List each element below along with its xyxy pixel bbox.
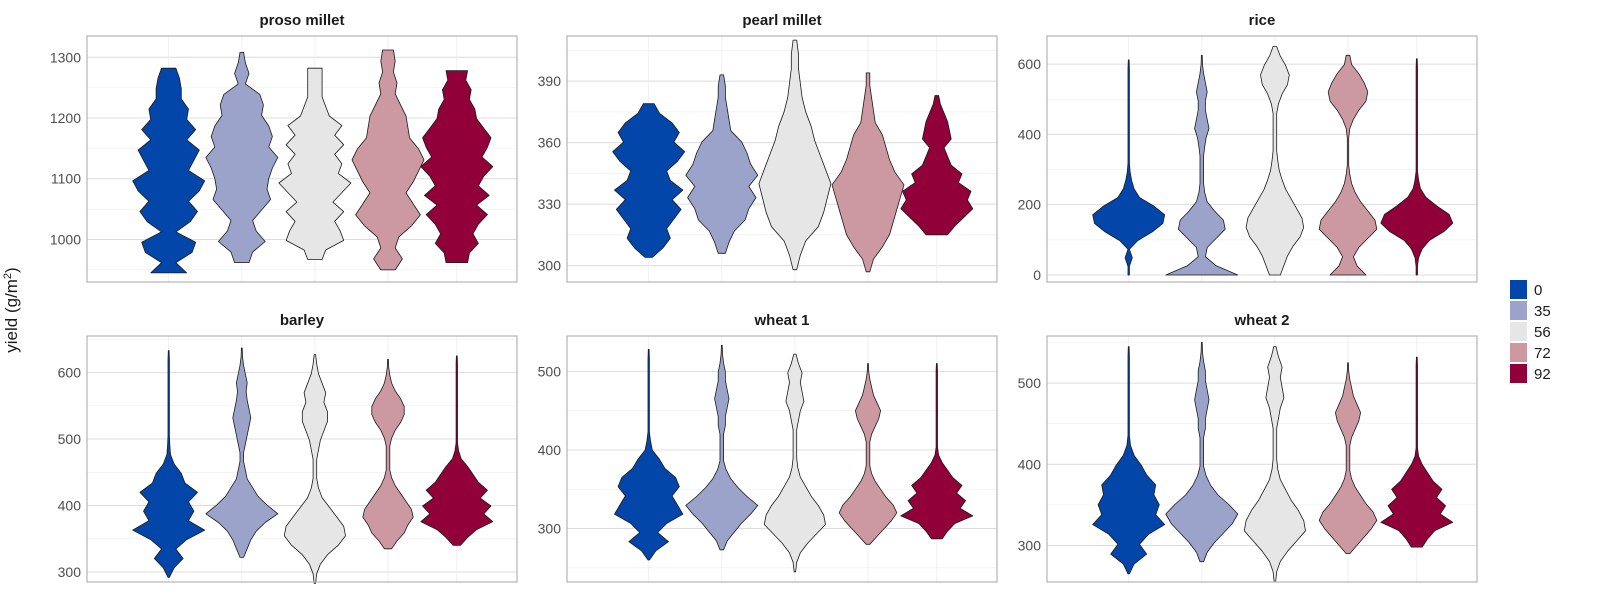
violin-rice-0 — [1092, 59, 1166, 276]
y-tick-label: 400 — [1018, 456, 1042, 472]
violin-pearl-millet-0 — [612, 103, 686, 258]
y-tick-label: 390 — [538, 73, 562, 89]
y-tick-label: 400 — [1018, 126, 1042, 142]
violin-wheat-2-72 — [1318, 362, 1378, 554]
legend-key-56 — [1510, 322, 1527, 341]
y-tick-label: 300 — [1018, 537, 1042, 553]
panel-barley: barley 300 400 500 600 — [58, 312, 518, 584]
violin-pearl-millet-56 — [758, 39, 832, 271]
violin-rice-92 — [1380, 58, 1454, 276]
violin-pearl-millet-92 — [900, 95, 974, 236]
violin-wheat-1-72 — [838, 363, 898, 545]
y-tick-label: 1200 — [50, 110, 81, 126]
violin-pearl-millet-35 — [685, 74, 759, 254]
panel-wheat-1: wheat 1 300 400 500 — [538, 312, 998, 583]
y-tick-label: 500 — [58, 431, 82, 447]
violin-barley-35 — [205, 347, 279, 558]
violin-proso-millet-56 — [278, 67, 352, 260]
legend-key-35 — [1510, 301, 1527, 320]
legend-label-72: 72 — [1534, 345, 1551, 362]
legend-key-92 — [1510, 364, 1527, 383]
violin-barley-72 — [362, 358, 414, 550]
violin-barley-56 — [283, 354, 346, 584]
y-tick-label: 1000 — [50, 231, 81, 247]
violin-wheat-1-35 — [685, 345, 759, 551]
panel-border — [86, 35, 518, 283]
panel-wheat-2: wheat 2 300 400 500 — [1018, 312, 1478, 583]
panel-border — [1046, 335, 1478, 583]
y-axis-label-end: ) — [2, 267, 21, 273]
panel-title: wheat 1 — [753, 312, 809, 329]
y-tick-label: 300 — [58, 564, 82, 580]
violin-proso-millet-92 — [420, 70, 494, 263]
violin-wheat-2-35 — [1165, 342, 1239, 563]
legend-label-35: 35 — [1534, 303, 1551, 320]
y-tick-label: 500 — [538, 363, 562, 379]
violin-pearl-millet-72 — [831, 72, 905, 273]
y-tick-label: 400 — [58, 498, 82, 514]
panel-proso-millet: proso millet 1000 1100 1200 1300 — [50, 12, 518, 283]
violin-rice-56 — [1245, 46, 1305, 276]
y-tick-label: 300 — [538, 258, 562, 274]
panel-border — [566, 35, 998, 283]
y-tick-label: 1100 — [51, 171, 81, 187]
y-tick-label: 1300 — [50, 49, 81, 65]
violin-wheat-1-92 — [900, 363, 974, 540]
panel-title: wheat 2 — [1233, 312, 1289, 329]
violin-barley-0 — [132, 350, 206, 578]
violin-proso-millet-35 — [205, 52, 279, 263]
y-tick-label: 500 — [1018, 375, 1042, 391]
legend-label-92: 92 — [1534, 366, 1551, 383]
y-axis-label: yield (g/m2) — [2, 267, 21, 352]
panel-rice: rice 0 200 400 600 — [1018, 12, 1478, 283]
y-tick-label: 200 — [1018, 197, 1042, 213]
y-tick-label: 600 — [1018, 56, 1042, 72]
panel-title: barley — [280, 312, 325, 329]
legend-label-56: 56 — [1534, 324, 1551, 341]
violin-wheat-1-0 — [614, 349, 684, 561]
panel-title: proso millet — [259, 12, 344, 29]
y-tick-label: 0 — [1033, 267, 1041, 283]
y-tick-label: 400 — [538, 442, 562, 458]
panel-pearl-millet: pearl millet 300 330 360 390 — [538, 12, 998, 283]
legend-label-0: 0 — [1534, 282, 1542, 299]
violin-wheat-2-0 — [1092, 346, 1166, 575]
panel-title: pearl millet — [742, 12, 821, 29]
legend-key-72 — [1510, 343, 1527, 362]
y-tick-label: 600 — [58, 365, 82, 381]
violin-proso-millet-0 — [132, 67, 206, 274]
y-tick-label: 300 — [538, 521, 562, 537]
y-axis-label-main: yield (g/m — [2, 279, 21, 353]
violin-wheat-2-56 — [1243, 346, 1306, 583]
violin-barley-92 — [420, 355, 494, 546]
violin-wheat-1-56 — [763, 353, 826, 573]
panel-border — [86, 335, 518, 583]
violin-proso-millet-72 — [351, 49, 425, 271]
panel-border — [566, 335, 998, 583]
violin-rice-35 — [1165, 54, 1239, 276]
violin-wheat-2-92 — [1380, 356, 1454, 548]
y-tick-label: 360 — [538, 135, 562, 151]
y-axis-label-superscript: 2 — [2, 273, 14, 279]
panel-title: rice — [1249, 12, 1276, 29]
legend-key-0 — [1510, 280, 1527, 299]
violin-rice-72 — [1318, 54, 1378, 276]
y-tick-label: 330 — [538, 196, 562, 212]
panel-border — [1046, 35, 1478, 283]
legend: 0 35 56 72 92 — [1510, 280, 1551, 383]
